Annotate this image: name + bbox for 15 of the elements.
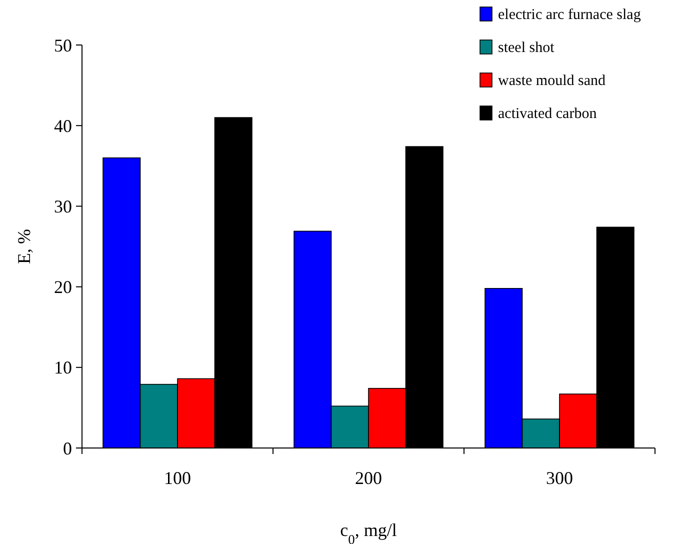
y-tick-label: 50 bbox=[54, 35, 72, 56]
y-axis-title: E, % bbox=[14, 229, 34, 264]
legend-label: activated carbon bbox=[498, 106, 598, 122]
legend-label: steel shot bbox=[498, 40, 556, 56]
y-tick-label: 20 bbox=[54, 277, 72, 298]
y-tick-label: 0 bbox=[63, 438, 72, 458]
legend-label: electric arc furnace slag bbox=[498, 7, 642, 23]
x-tick-label: 300 bbox=[546, 468, 573, 488]
x-axis-title: c$_{0}$, mg/l bbox=[340, 520, 397, 544]
legend-label: waste mould sand bbox=[498, 73, 606, 89]
y-tick-label: 30 bbox=[54, 196, 72, 216]
x-tick-label: 200 bbox=[355, 468, 382, 488]
y-tick-label: 10 bbox=[54, 358, 72, 378]
x-tick-label: 100 bbox=[164, 468, 191, 488]
y-tick-label: 40 bbox=[54, 116, 72, 136]
